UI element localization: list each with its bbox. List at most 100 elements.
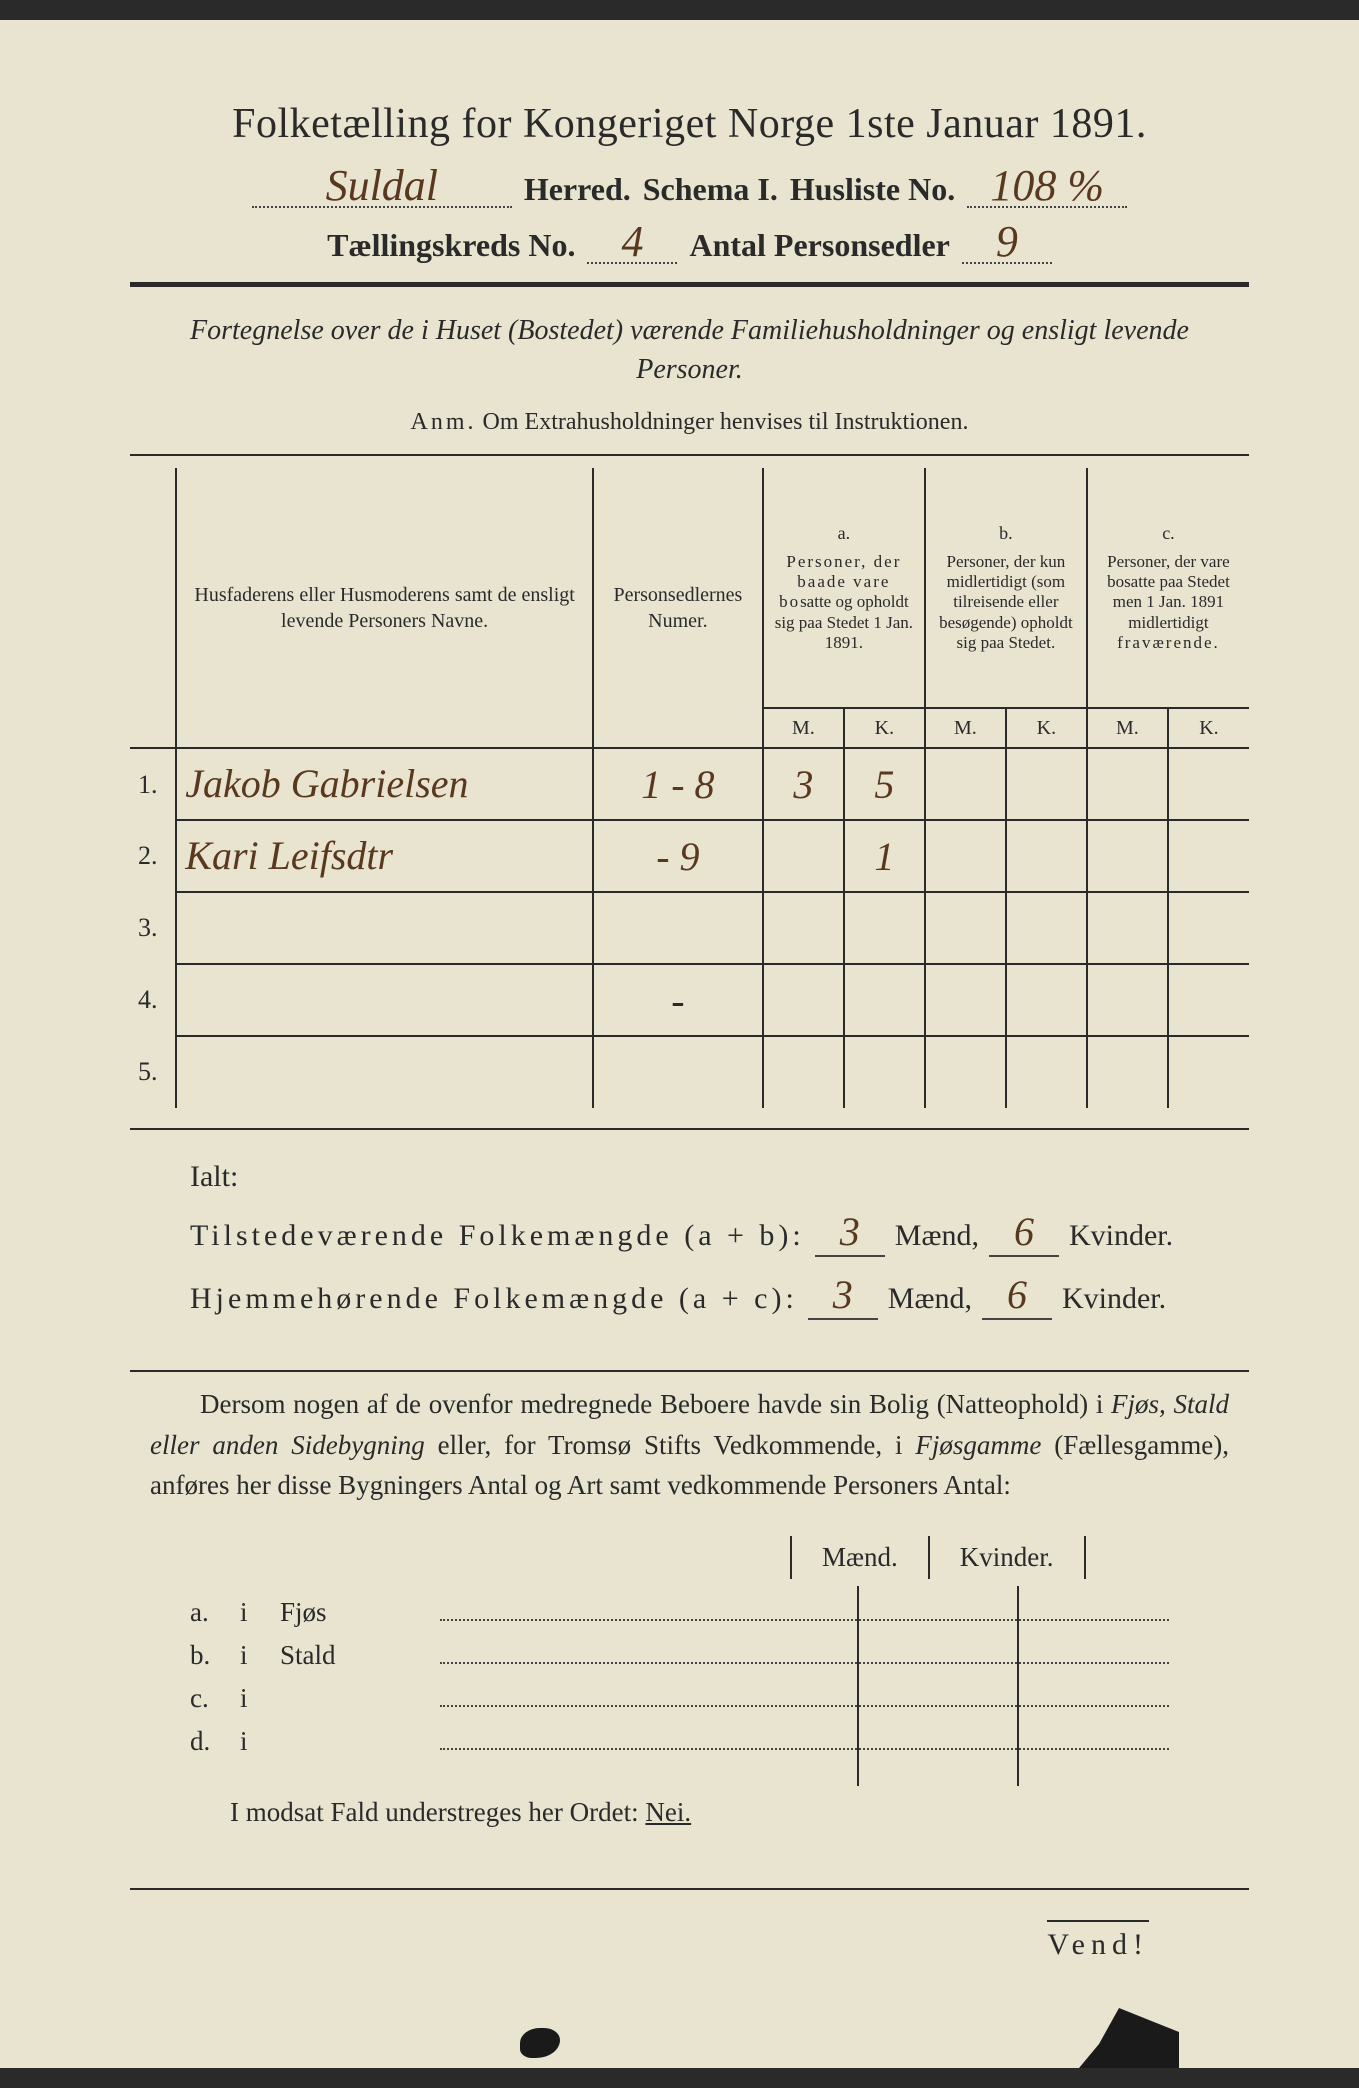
row-bm [925,892,1006,964]
ialt-section: Ialt: Tilstedeværende Folkemængde (a + b… [190,1160,1249,1320]
row-bm [925,748,1006,820]
divider-thin-2 [130,1128,1249,1130]
header-line-1: Suldal Herred. Schema I. Husliste No. 10… [130,166,1249,208]
building-i: i [240,1597,280,1628]
husliste-label: Husliste No. [790,171,955,208]
row-pnum: - 9 [593,820,763,892]
table-row: 5. [130,1036,1249,1108]
building-name: Stald [280,1640,440,1671]
col-b: b. Personer, der kun midlertidigt (som t… [925,468,1087,708]
row-am: 3 [763,748,844,820]
row-ak: 1 [844,820,925,892]
mk-maend: Mænd. [790,1536,928,1579]
row-ak [844,1036,925,1108]
row-bm [925,964,1006,1036]
building-row: c. i [190,1683,1189,1714]
modsat-text: I modsat Fald understreges her Ordet: [230,1797,639,1827]
row-bk [1006,748,1087,820]
mk-divider-2 [1017,1586,1019,1786]
col-b-k: K. [1006,708,1087,748]
row-ck [1168,964,1249,1036]
row-ck [1168,820,1249,892]
building-i: i [240,1683,280,1714]
dotted-line [440,1732,1169,1750]
row-cm [1087,748,1168,820]
ialt-l1-m: 3 [815,1208,885,1257]
ialt-l2-label: Hjemmehørende Folkemængde (a + c): [190,1282,798,1316]
header-line-2: Tællingskreds No. 4 Antal Personsedler 9 [130,222,1249,264]
row-name [176,964,593,1036]
row-name: Kari Leifsdtr [176,820,593,892]
col-person-num: Personsedlernes Numer. [593,468,763,748]
kvinder-label: Kvinder. [1069,1219,1173,1253]
row-cm [1087,892,1168,964]
col-c-k: K. [1168,708,1249,748]
page-title: Folketælling for Kongeriget Norge 1ste J… [130,100,1249,148]
maend-label: Mænd, [895,1219,979,1253]
ialt-l2-k: 6 [982,1271,1052,1320]
row-num: 1. [130,748,176,820]
col-c: c. Personer, der vare bosatte paa Stedet… [1087,468,1249,708]
dersom-text: Dersom nogen af de ovenfor medregnede Be… [150,1384,1229,1506]
ialt-label-row: Ialt: [190,1160,1249,1194]
col-c-label: c. [1096,522,1241,545]
row-bk [1006,964,1087,1036]
mk-kvinder: Kvinder. [928,1536,1086,1579]
ialt-line-1: Tilstedeværende Folkemængde (a + b): 3 M… [190,1208,1249,1257]
maend-label-2: Mænd, [888,1282,972,1316]
building-lett: a. [190,1597,240,1628]
row-bk [1006,892,1087,964]
buildings-section: Mænd. Kvinder. a. i Fjøs b. i Stald c. i [130,1536,1249,1757]
dotted-line [440,1603,1169,1621]
modsat-line: I modsat Fald understreges her Ordet: Ne… [230,1797,1249,1828]
row-num: 2. [130,820,176,892]
building-name: Fjøs [280,1597,440,1628]
row-bm [925,1036,1006,1108]
ialt-label: Ialt: [190,1160,238,1194]
building-row: b. i Stald [190,1640,1189,1671]
row-bm [925,820,1006,892]
row-am [763,964,844,1036]
nei-word: Nei. [645,1797,691,1827]
building-lett: b. [190,1640,240,1671]
col-b-text: Personer, der kun midlertidigt (som tilr… [934,552,1078,654]
building-row: d. i [190,1726,1189,1757]
divider-thick [130,282,1249,287]
mk-header: Mænd. Kvinder. [790,1536,1249,1579]
row-am [763,1036,844,1108]
row-num: 5. [130,1036,176,1108]
row-name [176,892,593,964]
building-lett: c. [190,1683,240,1714]
col-a: a. Personer, der baade vare bosatte og o… [763,468,925,708]
col-a-label: a. [772,522,916,545]
row-ck [1168,748,1249,820]
row-ck [1168,1036,1249,1108]
row-cm [1087,820,1168,892]
vend-label: Vend! [1047,1920,1149,1962]
table-row: 2. Kari Leifsdtr - 9 1 [130,820,1249,892]
husliste-value: 108 % [967,166,1127,208]
antal-label: Antal Personsedler [689,227,949,264]
row-pnum: 1 - 8 [593,748,763,820]
row-name: Jakob Gabrielsen [176,748,593,820]
mk-divider-1 [857,1586,859,1786]
col-blank [130,468,176,748]
col-names: Husfaderens eller Husmoderens samt de en… [176,468,593,748]
building-table: a. i Fjøs b. i Stald c. i d. i [190,1597,1189,1757]
dotted-line [440,1689,1169,1707]
row-cm [1087,964,1168,1036]
row-ak [844,964,925,1036]
schema-label: Schema I. [643,171,778,208]
row-pnum [593,892,763,964]
ialt-l1-k: 6 [989,1208,1059,1257]
ialt-l2-m: 3 [808,1271,878,1320]
herred-label: Herred. [524,171,631,208]
row-ak: 5 [844,748,925,820]
herred-value: Suldal [252,166,512,208]
ialt-line-2: Hjemmehørende Folkemængde (a + c): 3 Mæn… [190,1271,1249,1320]
antal-value: 9 [962,222,1052,264]
building-lett: d. [190,1726,240,1757]
dotted-line [440,1646,1169,1664]
table-row: 3. [130,892,1249,964]
anm-text: Om Extrahusholdninger henvises til Instr… [483,409,969,435]
